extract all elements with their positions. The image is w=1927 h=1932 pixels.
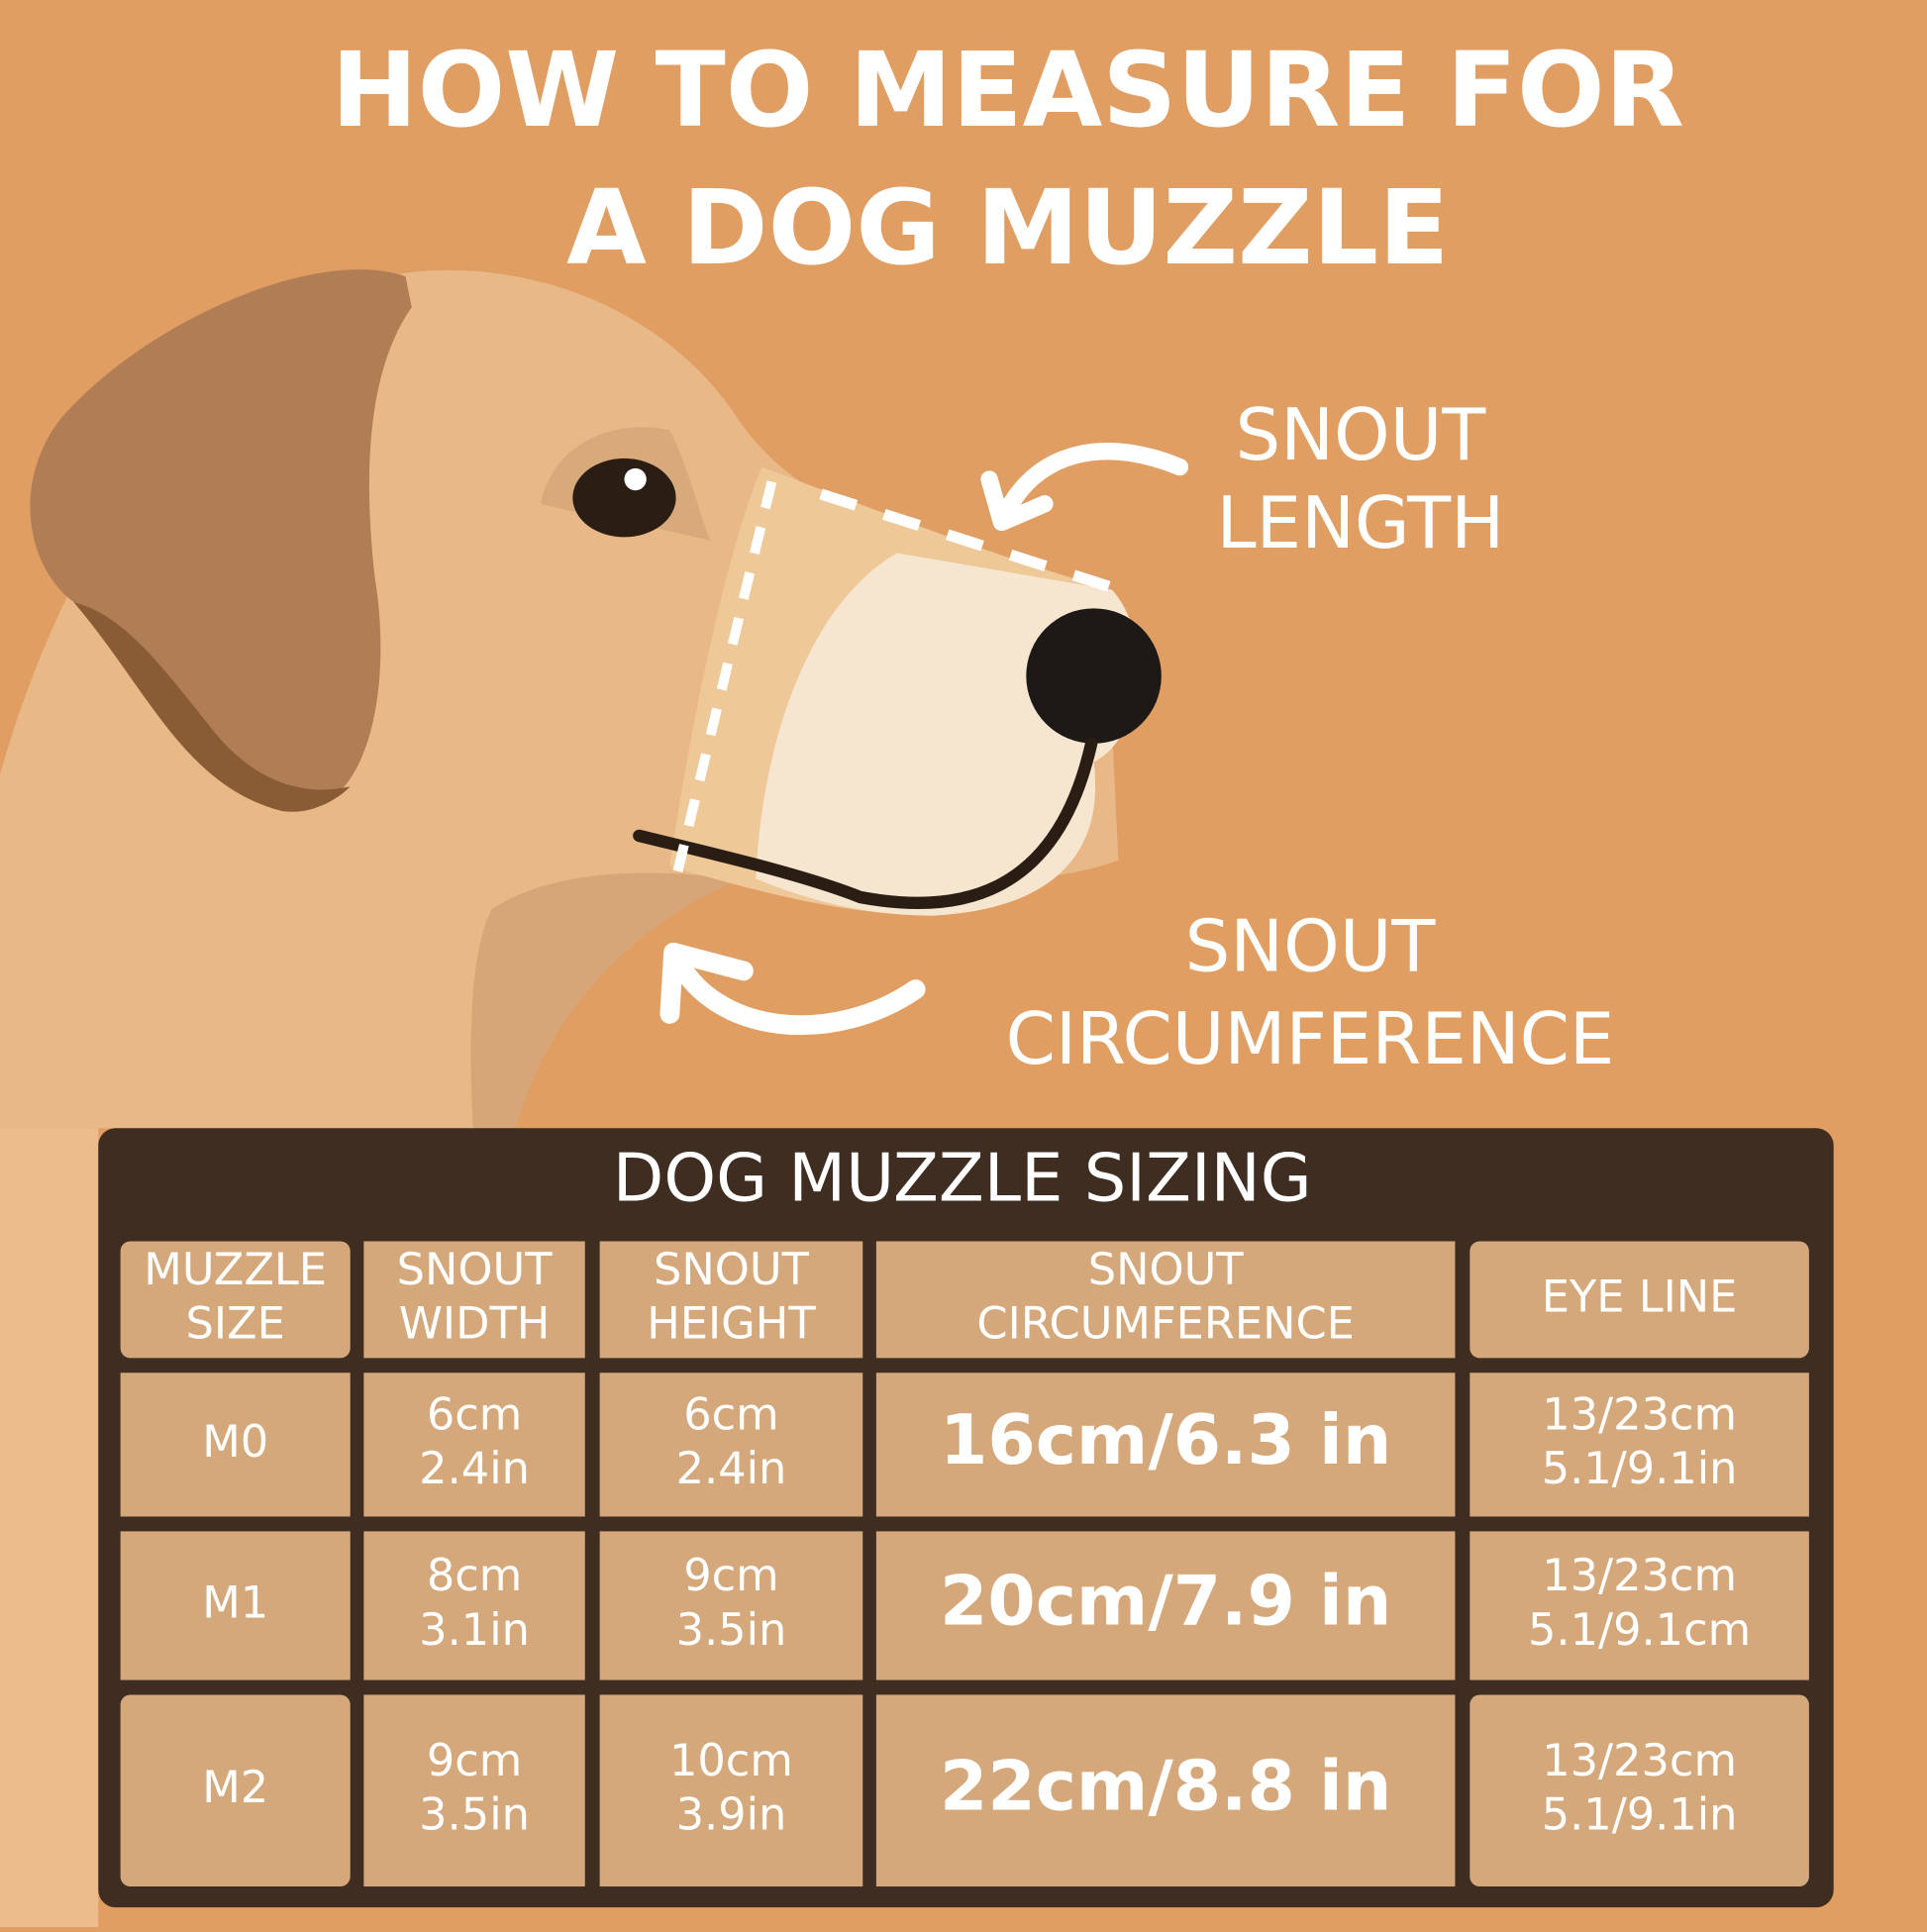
table-cell [363, 1241, 585, 1359]
column-header: CIRCUMFERENCE [976, 1298, 1354, 1350]
snout-length-label: LENGTH [1217, 481, 1505, 564]
table-cell [363, 1531, 585, 1680]
table-value: 5.1/9.1in [1542, 1443, 1738, 1494]
table-title: DOG MUZZLE SIZING [613, 1139, 1312, 1216]
table-cell [875, 1531, 1456, 1680]
table-value: 9cm [683, 1550, 778, 1601]
table-cell [599, 1241, 863, 1359]
table-value: M2 [202, 1762, 268, 1813]
table-cell [1470, 1694, 1809, 1887]
table-value: 2.4in [419, 1443, 530, 1494]
table-value: 10cm [669, 1735, 793, 1786]
table-cell [875, 1241, 1456, 1359]
column-header: HEIGHT [647, 1298, 816, 1350]
table-cell [1470, 1373, 1809, 1517]
table-cell [120, 1531, 351, 1680]
table-cell [363, 1694, 585, 1887]
table-cell [599, 1694, 863, 1887]
column-header: SIZE [186, 1298, 285, 1350]
table-value: 2.4in [676, 1443, 787, 1494]
table-cell [120, 1241, 351, 1359]
column-header: SNOUT [1088, 1244, 1245, 1295]
table-cell [599, 1531, 863, 1680]
table-value: 8cm [427, 1550, 522, 1601]
table-cell [120, 1694, 351, 1887]
table-cell [1470, 1241, 1809, 1359]
table-cell [599, 1373, 863, 1517]
column-header: SNOUT [397, 1244, 554, 1295]
table-value: 5.1/9.1cm [1528, 1604, 1751, 1656]
table-value: M0 [202, 1416, 268, 1468]
title-line: A DOG MUZZLE [566, 167, 1449, 288]
table-value: 5.1/9.1in [1542, 1789, 1738, 1841]
table-value: 13/23cm [1542, 1550, 1737, 1601]
column-header: EYE LINE [1542, 1271, 1738, 1322]
snout-circumference-label: CIRCUMFERENCE [1006, 997, 1615, 1080]
table-cell [875, 1373, 1456, 1517]
title-line: HOW TO MEASURE FOR [331, 30, 1683, 151]
table-value: 13/23cm [1542, 1735, 1737, 1786]
table-cell [875, 1694, 1456, 1887]
table-cell [1470, 1531, 1809, 1680]
table-value: 6cm [427, 1389, 522, 1441]
table-value: 3.9in [676, 1789, 787, 1841]
table-cell [120, 1373, 351, 1517]
column-header: SNOUT [654, 1244, 810, 1295]
table-value: 3.5in [676, 1604, 787, 1656]
table-value: 20cm/7.9 in [940, 1561, 1391, 1641]
table-value: M1 [202, 1576, 268, 1628]
table-value: 3.5in [419, 1789, 530, 1841]
table-value: 22cm/8.8 in [940, 1746, 1391, 1826]
snout-length-label: SNOUT [1235, 393, 1486, 476]
table-value: 6cm [683, 1389, 778, 1441]
dog-illustration [0, 269, 1189, 1927]
table-value: 13/23cm [1542, 1389, 1737, 1441]
table-cell [363, 1373, 585, 1517]
column-header: MUZZLE [144, 1244, 327, 1295]
table-value: 9cm [427, 1735, 522, 1786]
table-value: 3.1in [419, 1604, 530, 1656]
snout-circumference-label: SNOUT [1185, 905, 1437, 988]
column-header: WIDTH [399, 1298, 551, 1350]
table-value: 16cm/6.3 in [940, 1400, 1391, 1480]
